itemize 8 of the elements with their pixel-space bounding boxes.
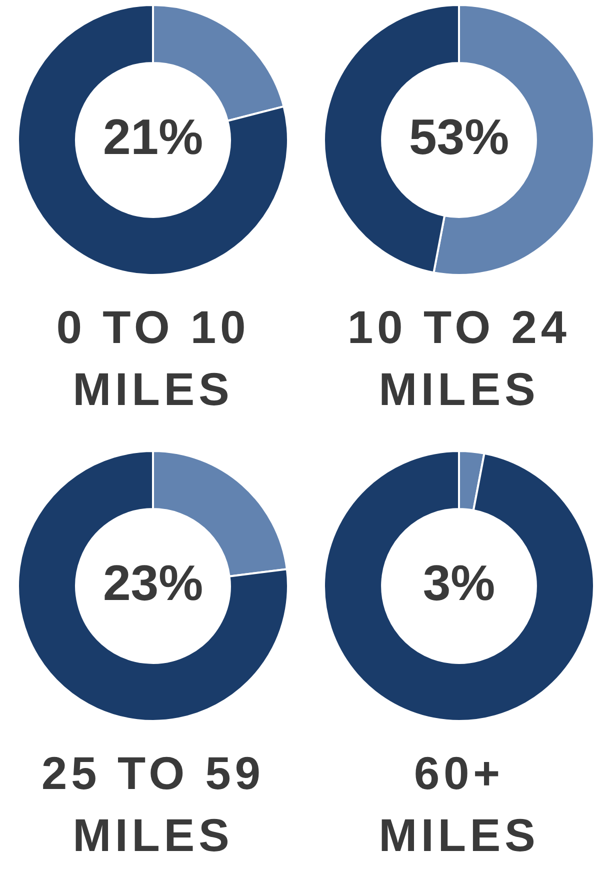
text: 10 TO 24 MILES bbox=[348, 300, 570, 417]
data-label: 3% bbox=[422, 554, 496, 611]
text: 0 TO 10 MILES bbox=[56, 300, 250, 417]
data-label: 23% bbox=[102, 554, 204, 611]
data-label: 53% bbox=[408, 108, 510, 165]
text: 25 TO 59 MILES bbox=[42, 746, 264, 863]
text: 60+ MILES bbox=[378, 746, 540, 863]
data-label: 21% bbox=[102, 108, 204, 165]
